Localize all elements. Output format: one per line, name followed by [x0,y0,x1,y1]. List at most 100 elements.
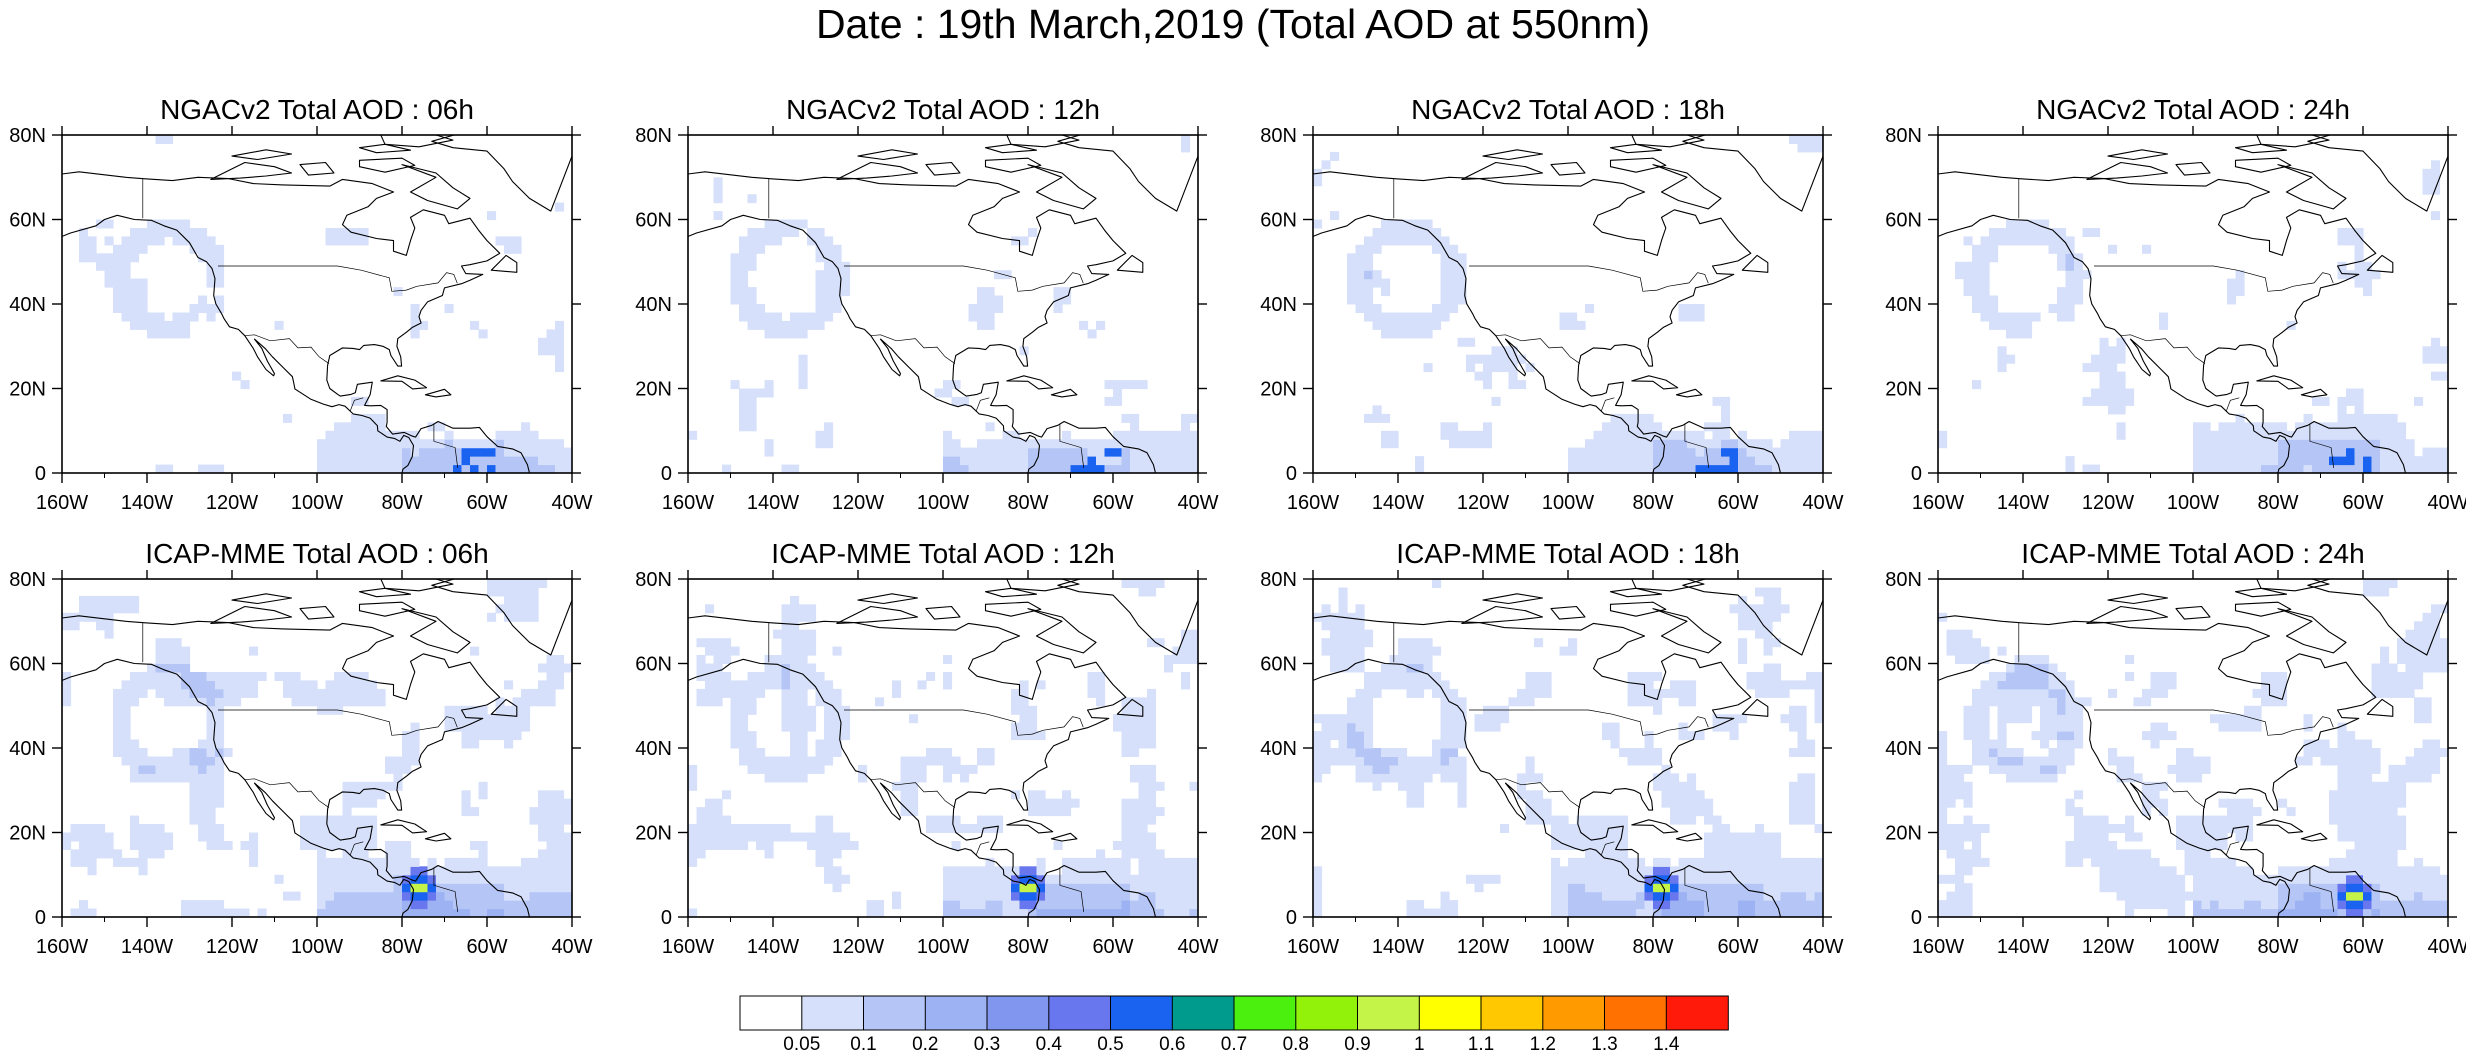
map-panel-ngacv2-18h: 160W 140W 120W 100W 80W 60W 40W 0 20N 40N 60N 80N NG… [1260,94,1843,514]
aod-field [1313,135,1823,473]
lat-tick-label: 40N [9,738,46,760]
lon-tick-label: 100W [2167,936,2219,958]
lon-tick-label: 140W [1372,936,1424,958]
lat-tick-label: 80N [9,125,46,147]
colorbar-label: 0.4 [1036,1034,1063,1055]
lat-tick-label: 60N [1885,210,1922,232]
political-borders [142,178,459,468]
panel-title: NGACv2 Total AOD : 24h [2036,94,2350,125]
political-borders [2018,622,2335,912]
lon-tick-label: 100W [291,936,343,958]
aod-field [1938,579,2448,917]
lon-tick-label: 40W [1802,936,1843,958]
lon-tick-label: 40W [551,936,592,958]
lat-tick-label: 0 [661,907,672,929]
lon-tick-label: 140W [747,936,799,958]
lon-tick-label: 80W [1632,492,1673,514]
aod-field [62,135,572,473]
lon-tick-label: 40W [551,492,592,514]
lat-tick-label: 80N [1260,125,1297,147]
lon-tick-label: 100W [1542,492,1594,514]
lat-tick-label: 40N [635,738,672,760]
panel-title: NGACv2 Total AOD : 06h [160,94,474,125]
lon-tick-label: 40W [2427,936,2466,958]
political-borders [1393,178,1710,468]
lat-tick-label: 60N [1885,654,1922,676]
map-panel-ngacv2-12h: 160W 140W 120W 100W 80W 60W 40W 0 20N 40N 60N 80N NG… [635,94,1218,514]
lat-tick-label: 80N [635,125,672,147]
aod-field [688,579,1198,917]
lat-tick-label: 0 [1286,907,1297,929]
panel-title: NGACv2 Total AOD : 12h [786,94,1100,125]
lon-tick-label: 160W [1912,936,1964,958]
map-panels-svg: 160W 140W 120W 100W 80W 60W 40W 0 20N 40N 60N 80N NG… [9,94,2466,958]
colorbar-swatch [801,995,865,1031]
colorbar-label: 1.1 [1468,1034,1494,1055]
lon-tick-label: 100W [917,492,969,514]
lat-tick-label: 20N [635,379,672,401]
panel-title: ICAP-MME Total AOD : 12h [771,538,1114,569]
lat-tick-label: 40N [1885,738,1922,760]
map-panel-icap-mme-06h: 160W 140W 120W 100W 80W 60W 40W 0 20N 40N 60N 80N IC… [9,538,592,958]
lat-tick-label: 20N [9,823,46,845]
colorbar-swatch [986,995,1050,1031]
map-panel-icap-mme-18h: 160W 140W 120W 100W 80W 60W 40W 0 20N 40N 60N 80N IC… [1260,538,1843,958]
lon-tick-label: 80W [1007,492,1048,514]
lon-tick-label: 100W [2167,492,2219,514]
lat-tick-label: 60N [9,210,46,232]
map-panel-ngacv2-06h: 160W 140W 120W 100W 80W 60W 40W 0 20N 40N 60N 80N NG… [9,94,592,514]
aod-field [688,135,1198,473]
lat-tick-label: 20N [1885,823,1922,845]
political-borders [768,622,1085,912]
lon-tick-label: 140W [747,492,799,514]
lon-tick-label: 160W [662,936,714,958]
lon-tick-label: 80W [2257,492,2298,514]
colorbar-swatch [924,995,988,1031]
lon-tick-label: 60W [466,492,507,514]
colorbar-label: 0.1 [850,1034,876,1055]
colorbar-swatch [1048,995,1112,1031]
colorbar-label: 0.3 [974,1034,1000,1055]
map-panel-icap-mme-12h: 160W 140W 120W 100W 80W 60W 40W 0 20N 40N 60N 80N IC… [635,538,1218,958]
lat-tick-label: 0 [1911,463,1922,485]
lon-tick-label: 120W [832,936,884,958]
colorbar-swatch [1604,995,1667,1031]
lat-tick-label: 80N [1885,125,1922,147]
lon-tick-label: 100W [291,492,343,514]
lon-tick-label: 140W [1372,492,1424,514]
political-borders [142,622,459,912]
political-borders [768,178,1085,468]
colorbar-label: 0.05 [783,1034,820,1055]
lat-tick-label: 80N [1260,569,1297,591]
lon-tick-label: 120W [1457,492,1509,514]
lon-tick-label: 40W [1802,492,1843,514]
lat-tick-label: 80N [635,569,672,591]
colorbar-swatch [863,995,926,1031]
lat-tick-label: 60N [1260,654,1297,676]
lon-tick-label: 120W [2082,492,2134,514]
lon-tick-label: 120W [206,936,258,958]
map-panel-ngacv2-24h: 160W 140W 120W 100W 80W 60W 40W 0 20N 40N 60N 80N NG… [1885,94,2466,514]
lat-tick-label: 60N [1260,210,1297,232]
lat-tick-label: 40N [1885,294,1922,316]
panel-title: NGACv2 Total AOD : 18h [1411,94,1725,125]
colorbar-swatch [1542,995,1606,1031]
colorbar-swatch [1110,995,1173,1031]
colorbar-label: 0.6 [1159,1034,1185,1055]
lon-tick-label: 140W [121,936,173,958]
lat-tick-label: 40N [1260,294,1297,316]
lat-tick-label: 60N [635,654,672,676]
colorbar-swatch [1357,995,1420,1031]
lon-tick-label: 60W [1092,492,1133,514]
lat-tick-label: 0 [661,463,672,485]
colorbar-swatch [1418,995,1482,1031]
lon-tick-label: 100W [917,936,969,958]
lat-tick-label: 0 [1911,907,1922,929]
lon-tick-label: 40W [1177,936,1218,958]
lat-tick-label: 80N [9,569,46,591]
colorbar-label: 0.5 [1097,1034,1123,1055]
lon-tick-label: 60W [466,936,507,958]
colorbar-label: 1.2 [1530,1034,1556,1055]
coastlines [688,579,1198,917]
colorbar-label: 0.8 [1283,1034,1309,1055]
